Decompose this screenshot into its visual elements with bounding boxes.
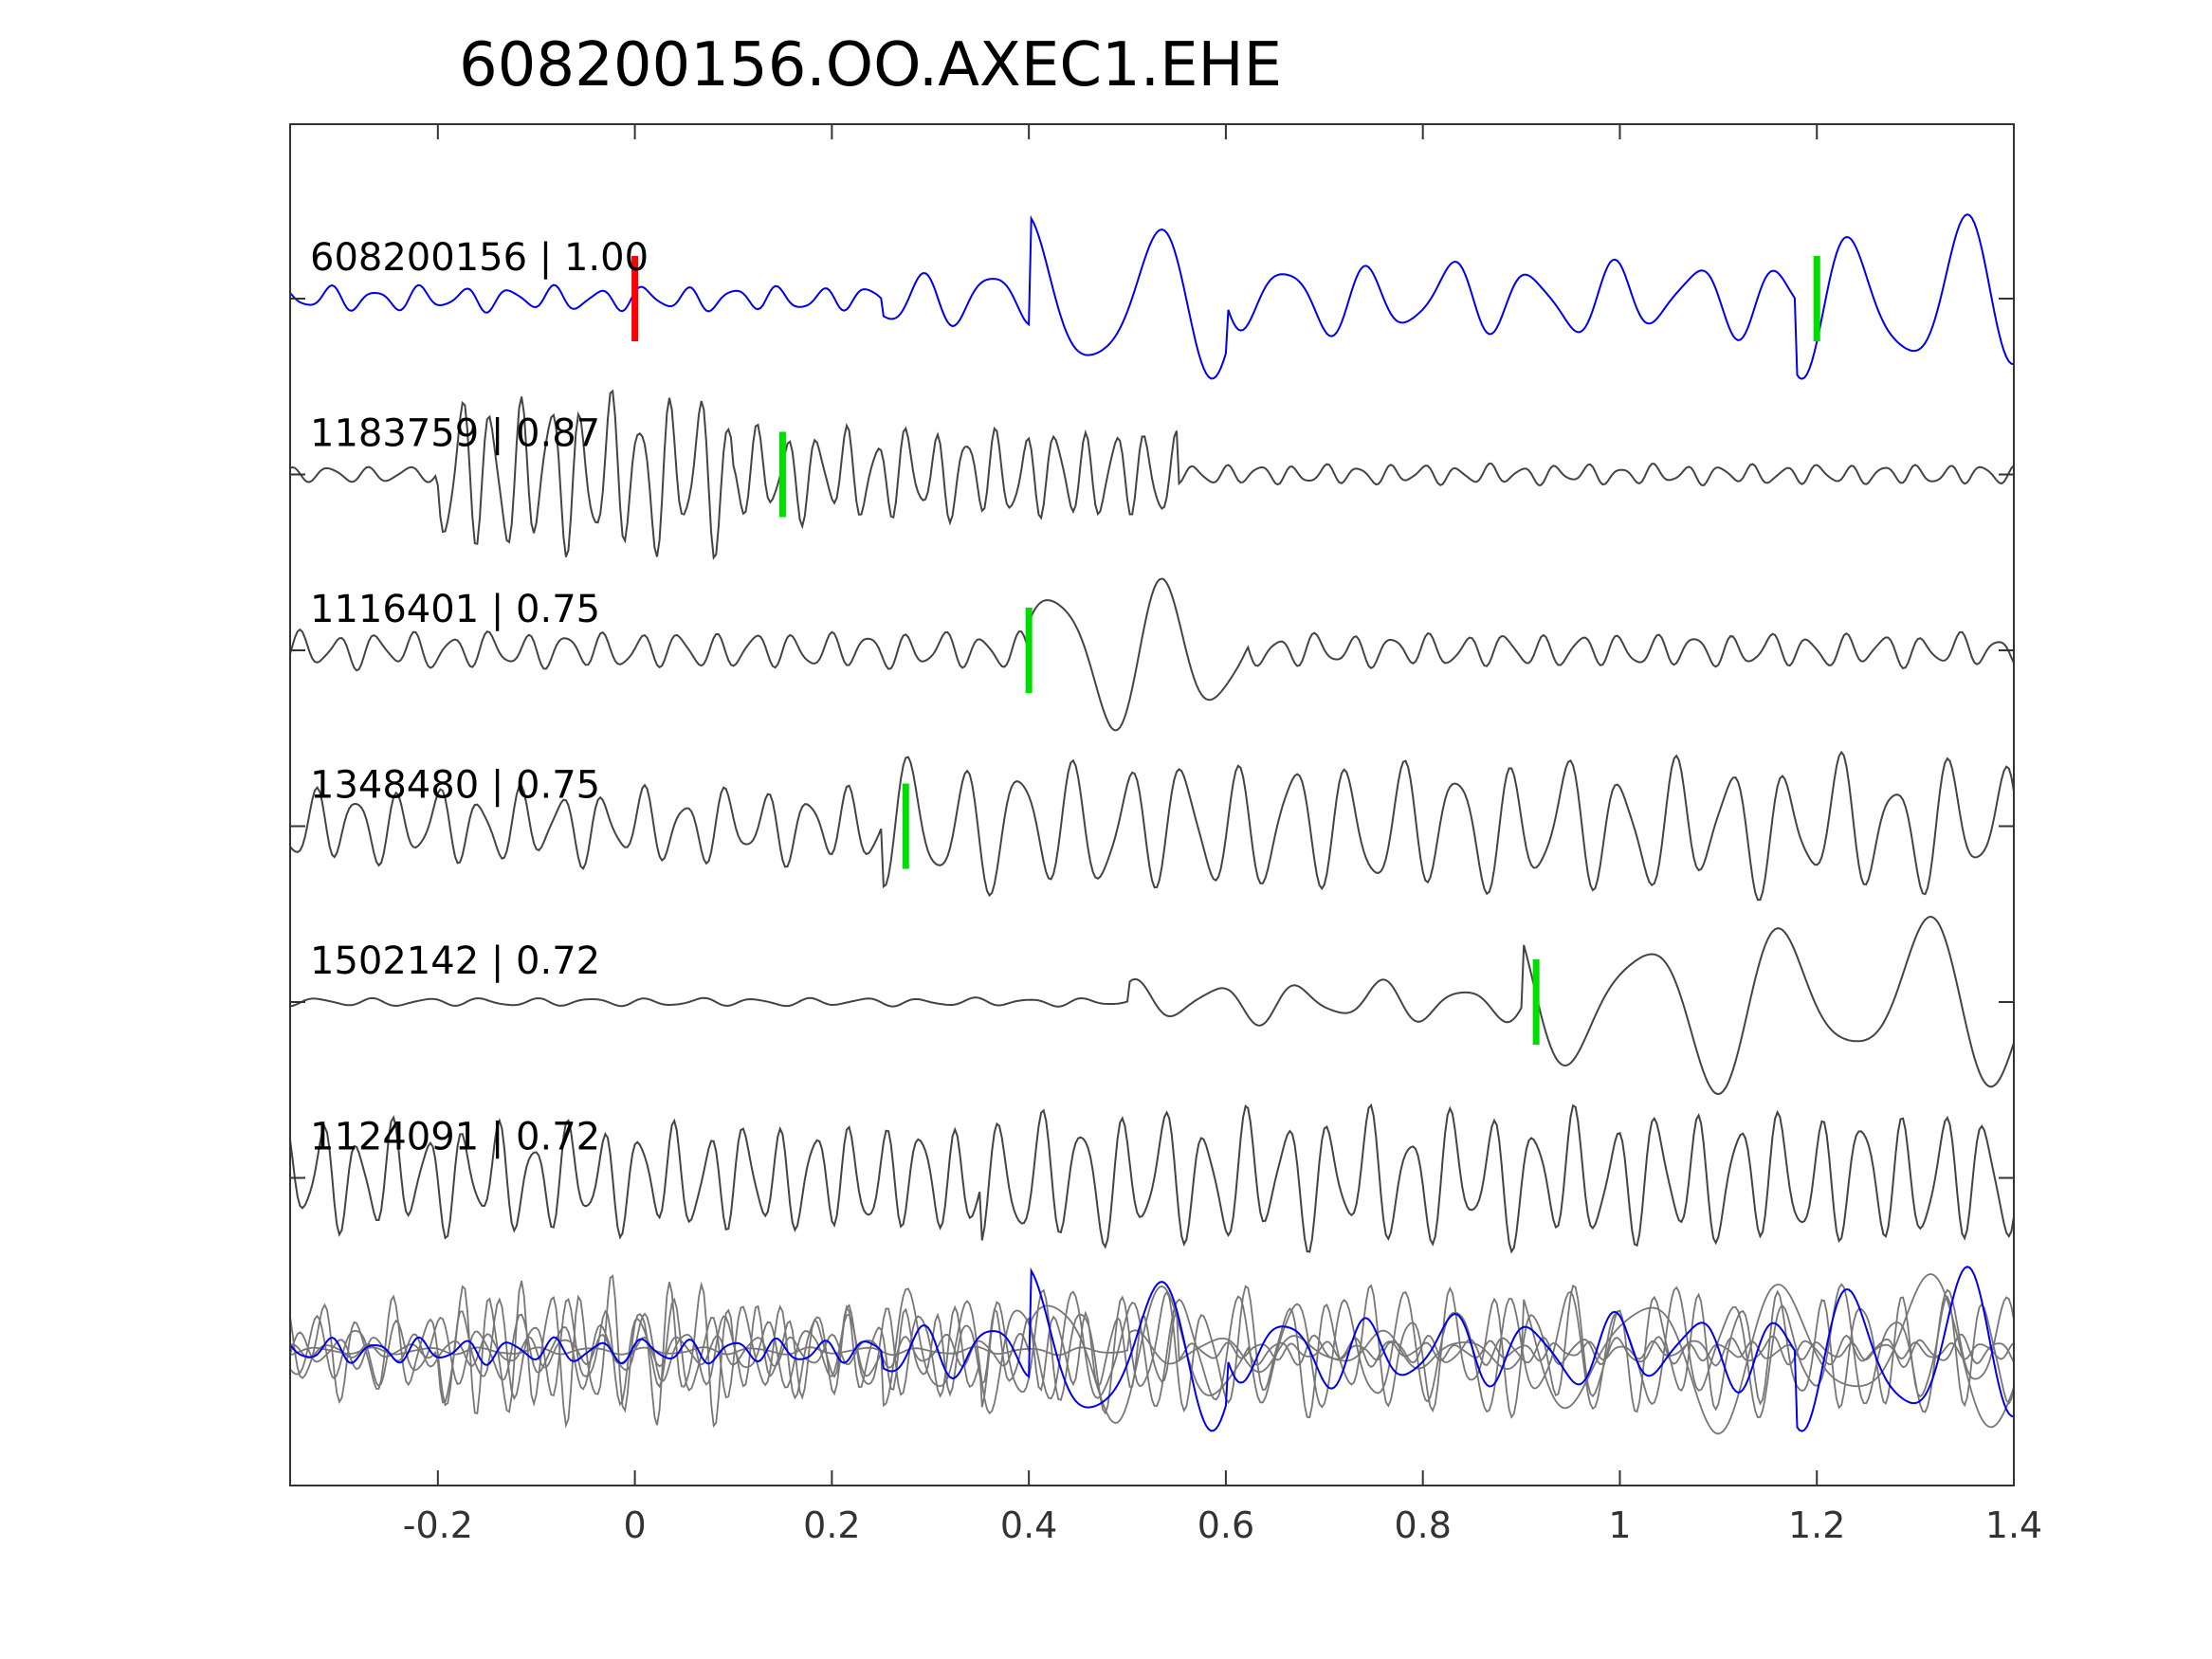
x-tick-label-5: 0.8 xyxy=(1394,1504,1451,1546)
x-tick-label-8: 1.4 xyxy=(1985,1504,2042,1546)
stack-trace-3 xyxy=(289,1283,2015,1418)
trace-label-5: 1124091 | 0.72 xyxy=(310,1116,600,1159)
x-tick-label-6: 1 xyxy=(1608,1504,1631,1546)
trace-label-4: 1502142 | 0.72 xyxy=(310,939,600,983)
stack-trace-1 xyxy=(289,1274,2015,1429)
x-axis: -0.2 0 0.2 0.4 0.6 0.8 1 1.2 1.4 xyxy=(290,124,2042,1546)
x-tick-label-2: 0.2 xyxy=(803,1504,860,1546)
stack-reference-trace xyxy=(289,1266,2015,1432)
x-tick-label-3: 0.4 xyxy=(1000,1504,1057,1546)
picks-layer xyxy=(631,256,1820,1045)
trace-label-0: 608200156 | 1.00 xyxy=(310,236,649,280)
stack-overlay xyxy=(289,1266,2015,1435)
trace-labels: 608200156 | 1.00 1183759 | 0.87 1116401 | … xyxy=(310,236,649,1159)
trace-line-0 xyxy=(289,213,2015,380)
stack-trace-5 xyxy=(289,1284,2015,1419)
x-tick-label-1: 0 xyxy=(624,1504,647,1546)
trace-label-2: 1116401 | 0.75 xyxy=(310,588,600,631)
trace-line-1 xyxy=(289,389,2015,560)
traces-layer xyxy=(289,213,2015,1254)
trace-label-3: 1348480 | 0.75 xyxy=(310,764,600,808)
trace-line-3 xyxy=(289,750,2015,902)
chart-title: 608200156.OO.AXEC1.EHE xyxy=(459,30,1282,100)
x-tick-label-0: -0.2 xyxy=(403,1504,473,1546)
trace-line-5 xyxy=(289,1103,2015,1254)
plot-frame xyxy=(289,123,2015,1486)
trace-line-4 xyxy=(289,915,2015,1096)
trace-line-2 xyxy=(289,577,2015,732)
trace-label-1: 1183759 | 0.87 xyxy=(310,412,600,456)
x-tick-label-4: 0.6 xyxy=(1197,1504,1254,1546)
x-tick-label-7: 1.2 xyxy=(1788,1504,1845,1546)
